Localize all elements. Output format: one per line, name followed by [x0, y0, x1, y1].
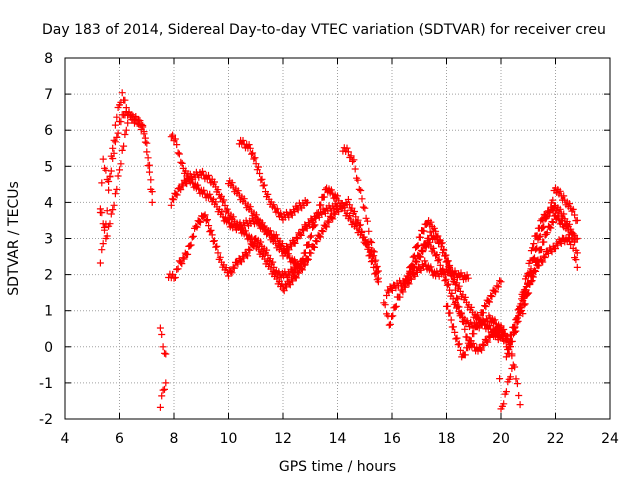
series-markers	[225, 177, 341, 260]
series-track-i	[235, 136, 311, 224]
series-track-q	[489, 326, 516, 413]
series-markers	[156, 379, 170, 411]
y-tick-label: 8	[44, 51, 53, 67]
x-tick-label: 12	[274, 431, 292, 447]
series-markers	[404, 228, 516, 358]
y-tick-label: 7	[44, 87, 53, 103]
series-track-e	[156, 379, 170, 411]
series-markers	[443, 277, 505, 361]
y-tick-label: 5	[44, 159, 53, 175]
y-tick-label: 1	[44, 304, 53, 320]
y-tick-label: 3	[44, 232, 53, 248]
x-tick-label: 4	[61, 431, 70, 447]
x-tick-label: 14	[329, 431, 347, 447]
series-track-d	[156, 324, 170, 358]
y-tick-label: 2	[44, 268, 53, 284]
x-tick-label: 20	[492, 431, 510, 447]
x-tick-label: 6	[115, 431, 124, 447]
series-markers	[167, 167, 382, 295]
x-tick-label: 18	[438, 431, 456, 447]
y-tick-label: -2	[39, 412, 53, 428]
series-markers	[235, 136, 311, 224]
series-markers	[156, 324, 170, 358]
x-tick-label: 16	[383, 431, 401, 447]
chart-title: Day 183 of 2014, Sidereal Day-to-day VTE…	[42, 22, 606, 38]
y-tick-label: -1	[39, 376, 53, 392]
x-tick-label: 10	[220, 431, 238, 447]
data-series	[96, 89, 581, 413]
series-track-h	[167, 167, 382, 295]
y-tick-label: 4	[44, 195, 53, 211]
series-markers	[519, 211, 581, 318]
series-markers	[511, 234, 581, 332]
y-axis-label: SDTVAR / TECUs	[6, 181, 22, 296]
series-track-p	[443, 277, 505, 361]
y-tick-label: 0	[44, 340, 53, 356]
series-track-b	[96, 108, 156, 216]
series-markers	[96, 119, 132, 242]
series-track-u	[519, 211, 581, 318]
series-markers	[489, 326, 516, 413]
series-track-t	[511, 234, 581, 332]
series-track-c	[96, 119, 132, 242]
series-track-k	[339, 144, 382, 282]
y-tick-label: 6	[44, 123, 53, 139]
x-tick-label: 8	[170, 431, 179, 447]
series-track-j	[225, 177, 341, 260]
series-markers	[96, 108, 156, 216]
x-tick-label: 24	[601, 431, 619, 447]
series-markers	[339, 144, 382, 282]
x-axis-label: GPS time / hours	[279, 459, 396, 475]
x-tick-label: 22	[547, 431, 565, 447]
grid	[65, 58, 610, 419]
series-track-o	[404, 228, 516, 358]
